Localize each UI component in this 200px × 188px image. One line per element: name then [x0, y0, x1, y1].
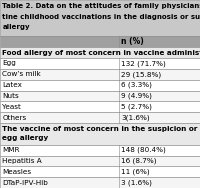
Text: n (%): n (%): [121, 37, 144, 46]
Text: Yeast: Yeast: [2, 104, 21, 110]
Text: 16 (8.7%): 16 (8.7%): [121, 158, 157, 164]
Text: Hepatitis A: Hepatitis A: [2, 158, 42, 164]
Text: 29 (15.8%): 29 (15.8%): [121, 71, 162, 78]
Text: 148 (80.4%): 148 (80.4%): [121, 147, 166, 153]
Text: Cow’s milk: Cow’s milk: [2, 71, 41, 77]
Text: The vaccine of most concern in the suspicion or diagnosis of: The vaccine of most concern in the suspi…: [2, 126, 200, 132]
Bar: [0, 112, 200, 123]
Bar: [0, 177, 200, 188]
Bar: [0, 0, 200, 36]
Text: Latex: Latex: [2, 82, 22, 88]
Bar: [0, 123, 200, 145]
Text: 6 (3.3%): 6 (3.3%): [121, 82, 152, 88]
Text: 3 (1.6%): 3 (1.6%): [121, 179, 152, 186]
Text: 5 (2.7%): 5 (2.7%): [121, 104, 152, 110]
Bar: [0, 36, 200, 47]
Text: 9 (4.9%): 9 (4.9%): [121, 93, 152, 99]
Bar: [0, 47, 200, 58]
Text: 11 (6%): 11 (6%): [121, 168, 150, 175]
Bar: [0, 145, 200, 155]
Text: Table 2. Data on the attitudes of family physicians towards rou-: Table 2. Data on the attitudes of family…: [2, 3, 200, 9]
Text: Egg: Egg: [2, 61, 16, 67]
Bar: [0, 91, 200, 101]
Bar: [0, 101, 200, 112]
Text: Measles: Measles: [2, 169, 32, 175]
Text: Food allergy of most concern in vaccine administration: Food allergy of most concern in vaccine …: [2, 50, 200, 56]
Text: 3(1.6%): 3(1.6%): [121, 114, 150, 121]
Text: allergy: allergy: [2, 24, 30, 30]
Text: DTaP-IPV-Hib: DTaP-IPV-Hib: [2, 180, 48, 186]
Bar: [0, 69, 200, 80]
Bar: [0, 166, 200, 177]
Text: egg allergy: egg allergy: [2, 135, 49, 141]
Text: MMR: MMR: [2, 147, 20, 153]
Bar: [0, 155, 200, 166]
Text: 132 (71.7%): 132 (71.7%): [121, 60, 166, 67]
Text: tine childhood vaccinations in the diagnosis or suspicion of food: tine childhood vaccinations in the diagn…: [2, 14, 200, 20]
Bar: [0, 80, 200, 91]
Bar: [0, 58, 200, 69]
Text: Others: Others: [2, 115, 27, 121]
Text: Nuts: Nuts: [2, 93, 19, 99]
